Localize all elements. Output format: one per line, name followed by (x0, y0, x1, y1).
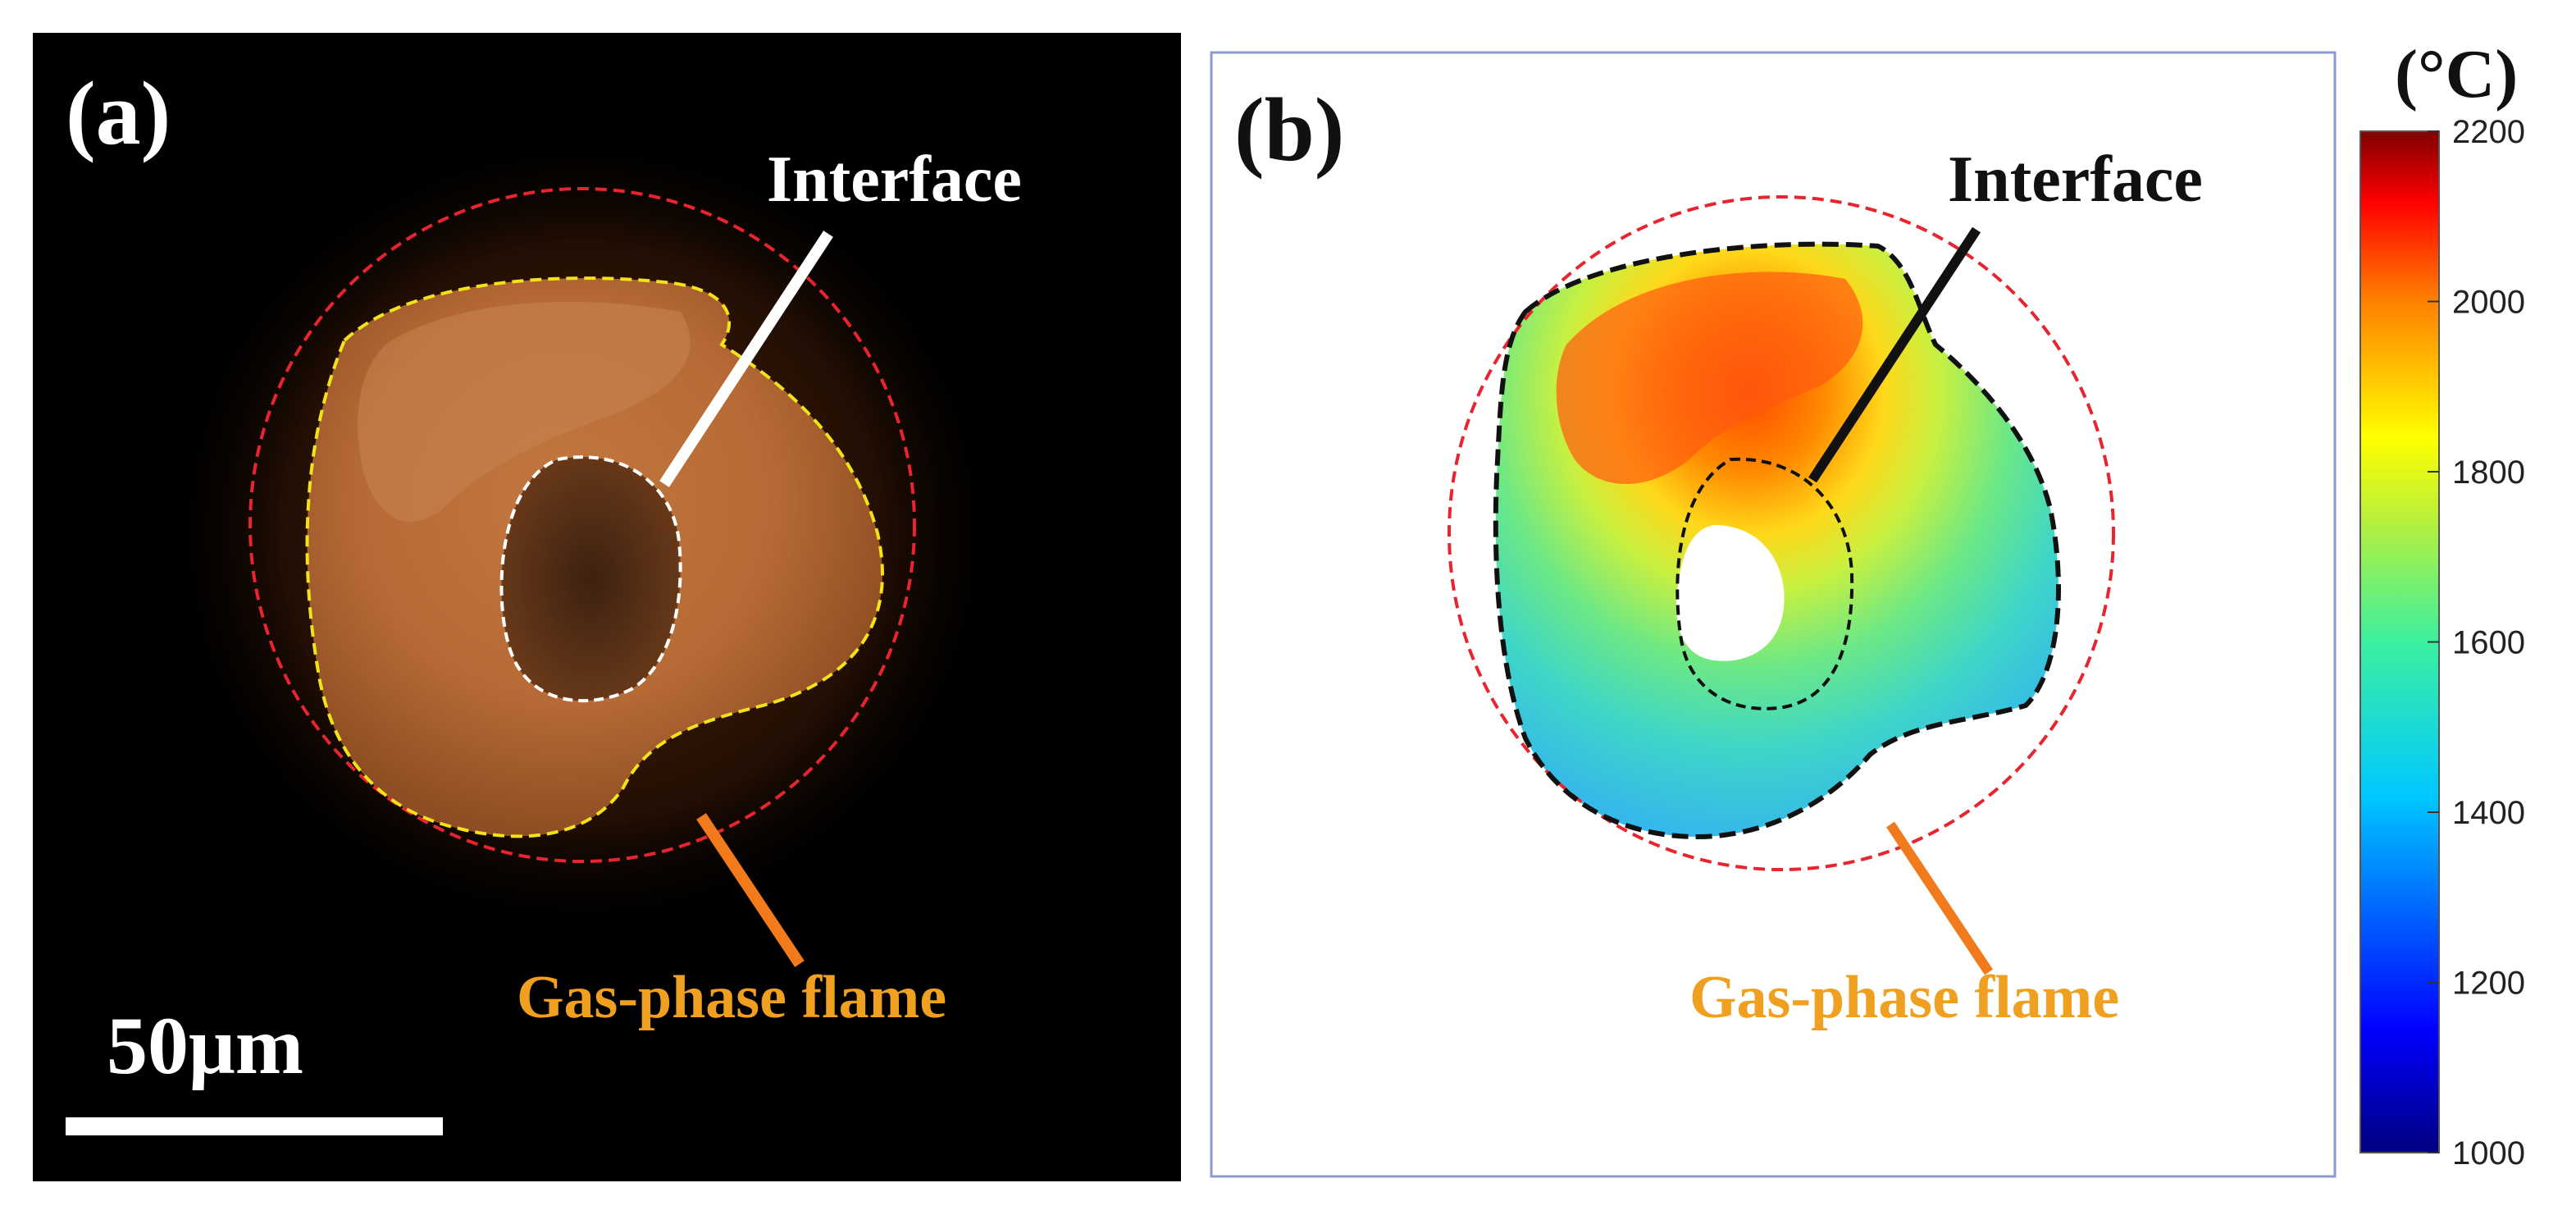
colorbar-tick-label: 2000 (2452, 285, 2525, 321)
panel-b-interface-outline (1676, 457, 1854, 710)
panel-b-flame-outline (1448, 195, 2115, 871)
panel-a-label: (a) (66, 63, 171, 163)
colorbar-tick-label: 1000 (2452, 1135, 2525, 1171)
flame-pointer (696, 813, 805, 967)
panel-b-particle-outline (1493, 241, 2061, 840)
scale-bar-label: 50μm (107, 1000, 303, 1091)
particle-boundary-outline (305, 276, 884, 838)
colorbar-tick-label: 2200 (2452, 114, 2525, 150)
panel-b: (b) Interface Gas-phase flame (1210, 51, 2337, 1178)
interface-pointer (659, 231, 833, 487)
panel-b-interface-pointer (1808, 226, 1981, 483)
colorbar-tick-label: 1400 (2452, 795, 2525, 831)
interface-outline (499, 455, 682, 703)
bright-region (358, 302, 691, 523)
colorbar: (°C) 2200 2000 1800 1600 1400 1200 1000 (2359, 36, 2525, 1171)
flame-boundary-outline (248, 187, 916, 863)
scale-bar (66, 1117, 443, 1135)
panel-a: (a) Interface Gas-phase flame 50μm (33, 33, 1181, 1181)
colorbar-tick-label: 1600 (2452, 625, 2525, 661)
colorbar-scale (2359, 130, 2440, 1153)
colorbar-ticks: 2200 2000 1800 1600 1400 1200 1000 (2428, 114, 2525, 1171)
hot-region (1556, 272, 1863, 484)
panel-b-flame-pointer (1886, 821, 1993, 975)
panel-a-interface-label: Interface (767, 144, 1022, 216)
colorbar-tick-label: 1800 (2452, 454, 2525, 491)
colorbar-tick-label: 1200 (2452, 966, 2525, 1002)
core-no-data-region (1676, 525, 1785, 661)
panel-b-interface-label: Interface (1948, 144, 2203, 216)
panel-a-flame-label: Gas-phase flame (517, 964, 946, 1031)
panel-b-flame-label: Gas-phase flame (1689, 964, 2119, 1031)
panel-b-label: (b) (1234, 80, 1344, 180)
colorbar-unit: (°C) (2395, 36, 2518, 112)
particle-core (501, 457, 681, 701)
